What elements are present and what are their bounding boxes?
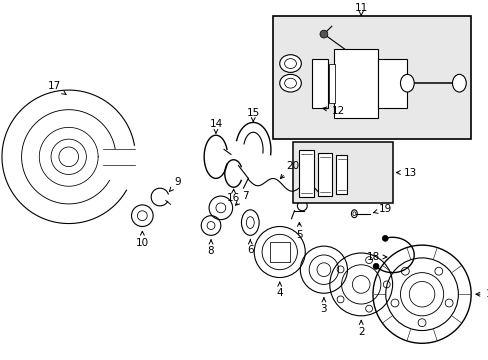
Ellipse shape: [279, 75, 301, 92]
Text: 5: 5: [295, 222, 302, 240]
Circle shape: [372, 264, 378, 269]
Bar: [328, 64, 334, 103]
Text: 6: 6: [246, 239, 253, 255]
Ellipse shape: [451, 75, 465, 92]
Text: 8: 8: [207, 240, 214, 256]
Text: 12: 12: [322, 106, 345, 116]
Text: 13: 13: [396, 167, 416, 177]
Bar: [317, 153, 331, 196]
Bar: [292, 142, 392, 203]
Text: 9: 9: [169, 177, 181, 192]
Bar: [377, 59, 407, 108]
Text: 2: 2: [357, 320, 364, 337]
Text: 19: 19: [373, 204, 391, 214]
Text: 4: 4: [276, 282, 283, 298]
Text: 20: 20: [280, 161, 299, 179]
Text: 11: 11: [354, 3, 367, 15]
Ellipse shape: [351, 210, 357, 218]
Text: 15: 15: [246, 108, 259, 121]
Bar: [269, 242, 289, 262]
Bar: [311, 59, 327, 108]
Bar: [272, 17, 470, 139]
Bar: [335, 155, 347, 194]
Circle shape: [319, 30, 327, 38]
Text: 16: 16: [226, 189, 240, 203]
Text: 17: 17: [47, 81, 66, 94]
Bar: [299, 150, 313, 197]
Text: 18: 18: [366, 252, 386, 262]
Text: 1: 1: [475, 289, 488, 299]
Ellipse shape: [400, 75, 413, 92]
Ellipse shape: [279, 55, 301, 72]
Bar: [333, 49, 377, 118]
Text: 3: 3: [320, 298, 326, 314]
Circle shape: [382, 235, 387, 241]
Text: 7: 7: [235, 191, 248, 205]
Text: 10: 10: [136, 231, 148, 248]
Text: 14: 14: [209, 120, 222, 133]
